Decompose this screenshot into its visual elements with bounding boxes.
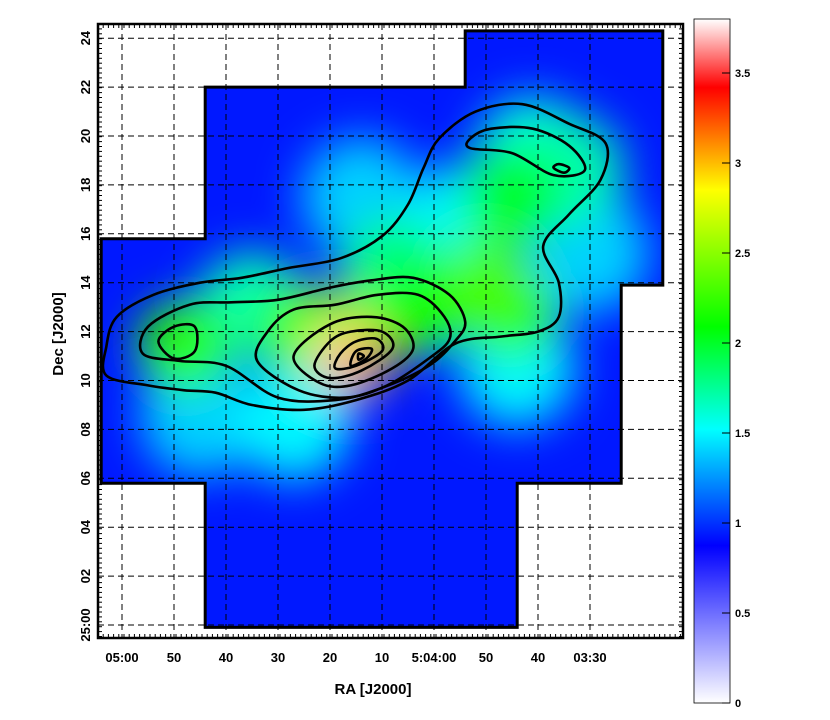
- x-tick-label: 03:30: [573, 650, 606, 665]
- x-tick-label: 30: [271, 650, 285, 665]
- x-tick-label: 20: [323, 650, 337, 665]
- contour-level-1: [101, 102, 610, 412]
- x-axis-title: RA [J2000]: [335, 681, 412, 698]
- y-tick-label: 24: [78, 30, 93, 45]
- contour-lines: [101, 102, 610, 412]
- contour-level-7: [349, 346, 374, 368]
- y-tick-label: 10: [78, 373, 93, 387]
- x-tick-label: 50: [167, 650, 181, 665]
- x-tick-label: 05:00: [105, 650, 138, 665]
- contour-level-10: [465, 125, 587, 178]
- colorbar-tick-label: 0.5: [735, 608, 750, 620]
- emission-blob: [440, 237, 532, 328]
- contour-level-8: [356, 352, 366, 362]
- y-tick-label: 16: [78, 227, 93, 241]
- x-tick-labels: 05:00 50 40 30 20 10 5:04:00 50 40 03:30: [105, 650, 606, 665]
- y-tick-label: 20: [78, 129, 93, 143]
- colorbar-tick-label: 0: [735, 698, 741, 710]
- contour-level-4: [292, 315, 415, 389]
- y-tick-label: 14: [78, 275, 93, 290]
- plot-frame: [96, 22, 685, 640]
- emission-blob: [462, 147, 562, 248]
- y-tick-label: 22: [78, 80, 93, 94]
- colorbar-tick-label: 2: [735, 338, 741, 350]
- y-tick-label: 18: [78, 178, 93, 192]
- x-tick-label: 50: [479, 650, 493, 665]
- contour-level-9: [157, 322, 199, 361]
- colorbar-tick-label: 3: [735, 158, 741, 170]
- tick-marks: [97, 23, 683, 638]
- x-tick-label: 40: [531, 650, 545, 665]
- x-tick-label: 10: [375, 650, 389, 665]
- colorbar: 0 0.5 1 1.5 2 2.5 3 3.5: [693, 18, 750, 710]
- emission-blob: [137, 299, 232, 394]
- y-tick-label: 06: [78, 471, 93, 485]
- x-tick-label: 5:04:00: [412, 650, 457, 665]
- colorbar-tick-label: 1: [735, 518, 741, 530]
- y-tick-label: 08: [78, 422, 93, 436]
- grid-lines: [98, 24, 683, 638]
- heatmap-emission: [137, 96, 650, 481]
- colorbar-tick-label: 1.5: [735, 428, 750, 440]
- colorbar-tick-label: 2.5: [735, 248, 750, 260]
- y-tick-label: 02: [78, 569, 93, 583]
- coverage-outline: [99, 29, 665, 629]
- contour-level-11: [552, 162, 571, 174]
- colorbar-ticks: 0 0.5 1 1.5 2 2.5 3 3.5: [722, 68, 750, 710]
- y-tick-label: 04: [78, 519, 93, 534]
- y-tick-label: 25:00: [78, 608, 93, 641]
- y-tick-label: 12: [78, 324, 93, 338]
- y-axis-title: Dec [J2000]: [50, 292, 67, 375]
- contour-level-5: [313, 328, 395, 380]
- colorbar-tick-label: 3.5: [735, 68, 750, 80]
- emission-blob: [235, 364, 352, 481]
- plot-area: [96, 22, 685, 640]
- x-tick-label: 40: [219, 650, 233, 665]
- contour-level-3: [254, 291, 452, 400]
- y-tick-labels: 25:00 02 04 06 08 10 12 14 16 18 20 22 24: [78, 30, 93, 641]
- colorbar-gradient: [693, 18, 731, 704]
